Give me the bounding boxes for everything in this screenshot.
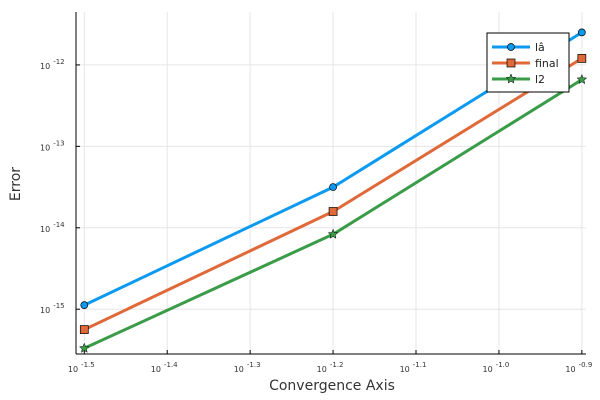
data-point-marker [327,228,339,239]
x-tick-label: 10 -1.3 [234,361,261,374]
legend-label: final [535,57,559,70]
x-tick-label: 10 -1.1 [400,361,427,374]
x-tick-exponent: -1.3 [247,361,261,369]
legend-marker [505,73,517,84]
data-point-marker [80,301,89,309]
legend-marker [507,43,515,51]
x-tick-label: 10 -0.9 [565,361,592,374]
y-tick-exponent: -13 [53,139,64,147]
data-point-marker [329,183,337,191]
data-point-marker [328,207,338,216]
y-tick-label: 10 -14 [40,221,65,234]
y-tick-exponent: -15 [53,302,64,310]
x-tick-label: 10 -1.4 [151,361,178,374]
data-point-marker [79,325,89,334]
legend-label: lâ [535,41,545,54]
x-tick-exponent: -1.2 [330,361,344,369]
x-tick-exponent: -1.1 [413,361,427,369]
x-axis-title: Convergence Axis [269,378,395,394]
data-point-marker [576,73,588,85]
y-axis-title: Error [8,167,24,201]
data-point-marker [78,342,90,353]
data-point-marker [577,54,587,63]
x-tick-exponent: -1.4 [164,361,178,369]
y-tick-exponent: -12 [53,58,64,66]
y-tick-label: 10 -15 [40,302,65,315]
legend: lâ final l2 [486,32,570,93]
legend-marker [506,58,516,68]
x-tick-exponent: -0.9 [579,361,593,369]
x-tick-label: 10 -1.5 [68,361,95,374]
x-tick-label: 10 -1.2 [317,361,344,374]
x-tick-label: 10 -1.0 [482,361,509,374]
x-tick-exponent: -1.0 [496,361,510,369]
y-tick-label: 10 -13 [40,139,65,152]
y-tick-label: 10 -12 [40,58,65,71]
y-tick-exponent: -14 [53,221,65,229]
data-point-marker [578,28,586,37]
x-tick-exponent: -1.5 [81,361,95,369]
tick-labels: 10 -1.5 10 -1.4 10 -1.3 10 -1.2 10 -1.1 10 -1.0 10 -0… [40,58,592,374]
legend-label: l2 [535,73,545,86]
